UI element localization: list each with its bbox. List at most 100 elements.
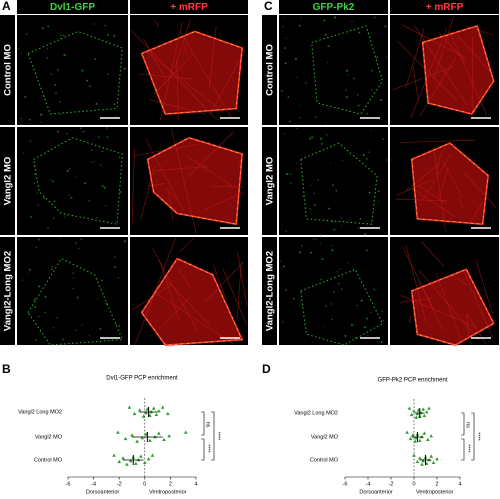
speckle (62, 34, 65, 37)
speckle (16, 39, 18, 42)
fiber (465, 314, 470, 338)
fiber (205, 261, 244, 302)
fiber (414, 25, 467, 105)
speckle (62, 338, 64, 341)
category-label: Vangl2 Long MO2 (294, 410, 338, 416)
speckle (33, 298, 36, 301)
speckle (113, 256, 116, 258)
speckle (320, 242, 322, 244)
speckle (72, 272, 74, 274)
sig-label: **** (475, 432, 481, 441)
speckle (344, 334, 347, 338)
category-label: Vangl2 Long MO2 (18, 409, 62, 415)
cell-edge (421, 25, 495, 115)
panel-letter: C (264, 0, 273, 13)
speckle (386, 159, 388, 161)
speckle (302, 195, 304, 197)
speckle (79, 127, 82, 129)
speckle (305, 82, 307, 84)
data-point (420, 462, 424, 466)
speckle (279, 260, 281, 262)
speckle (320, 278, 322, 281)
speckle (94, 160, 96, 163)
speckle (345, 89, 347, 91)
data-point (413, 439, 417, 443)
fiber (238, 156, 242, 170)
fiber (165, 187, 178, 202)
fiber (408, 315, 412, 323)
speckle (68, 194, 70, 196)
speckle (123, 67, 126, 70)
speckle (385, 56, 387, 58)
speckle (85, 79, 89, 82)
row-label: Vangl2-Long MO2 (3, 251, 14, 331)
speckle (99, 327, 102, 330)
speckle (27, 273, 29, 275)
fiber (462, 171, 497, 209)
speckle (118, 156, 121, 159)
cell-fill (411, 143, 489, 225)
fiber (188, 131, 234, 177)
speckle (368, 191, 371, 194)
data-point (424, 410, 429, 414)
fiber (392, 65, 455, 91)
fiber (411, 187, 456, 217)
fiber (451, 275, 468, 286)
speckle (34, 306, 37, 309)
data-point (146, 457, 151, 461)
speckle (332, 244, 334, 246)
speckle (123, 240, 126, 243)
speckle (91, 161, 93, 163)
speckle (80, 238, 83, 241)
x-label-right: Ventroposterior (416, 489, 453, 495)
speckle (362, 153, 365, 157)
cell-fill (141, 258, 243, 345)
data-point (427, 406, 431, 410)
fiber (456, 34, 492, 74)
speckle (25, 33, 28, 35)
speckle (313, 192, 315, 195)
fiber (418, 280, 434, 308)
data-point (421, 458, 425, 463)
speckle (336, 271, 339, 273)
speckle (68, 168, 71, 170)
fiber (158, 259, 180, 322)
speckle (72, 277, 74, 279)
speckle (360, 299, 363, 302)
x-label-right: Ventroposterior (149, 489, 186, 495)
speckle (314, 116, 317, 118)
x-tick-label: -2 (117, 481, 122, 487)
speckle (35, 339, 37, 341)
sig-label: **** (465, 444, 471, 453)
speckle (382, 320, 384, 322)
data-point (183, 430, 188, 434)
speckle (376, 56, 379, 59)
speckle (52, 180, 54, 183)
speckle (284, 62, 287, 65)
speckle (89, 85, 91, 88)
speckle (334, 16, 337, 19)
data-point (143, 460, 147, 464)
speckle (97, 136, 100, 138)
x-tick-label: 4 (458, 481, 461, 487)
speckle (53, 200, 56, 203)
x-tick-label: 0 (412, 481, 415, 487)
cell-edge-yellow (147, 137, 243, 225)
speckle (366, 249, 368, 252)
speckle (317, 179, 319, 181)
speckle (118, 324, 121, 327)
data-point (167, 434, 171, 438)
speckle (50, 179, 52, 181)
data-point (415, 459, 420, 464)
speckle (289, 173, 292, 175)
data-point (429, 434, 434, 438)
sig-bracket (201, 411, 205, 436)
x-tick-label: -4 (91, 481, 96, 487)
speckle (283, 133, 286, 135)
fiber (433, 146, 446, 232)
speckle (37, 238, 40, 241)
speckle (368, 151, 370, 153)
speckle (49, 47, 52, 49)
speckle (356, 94, 359, 96)
speckle (337, 282, 340, 285)
